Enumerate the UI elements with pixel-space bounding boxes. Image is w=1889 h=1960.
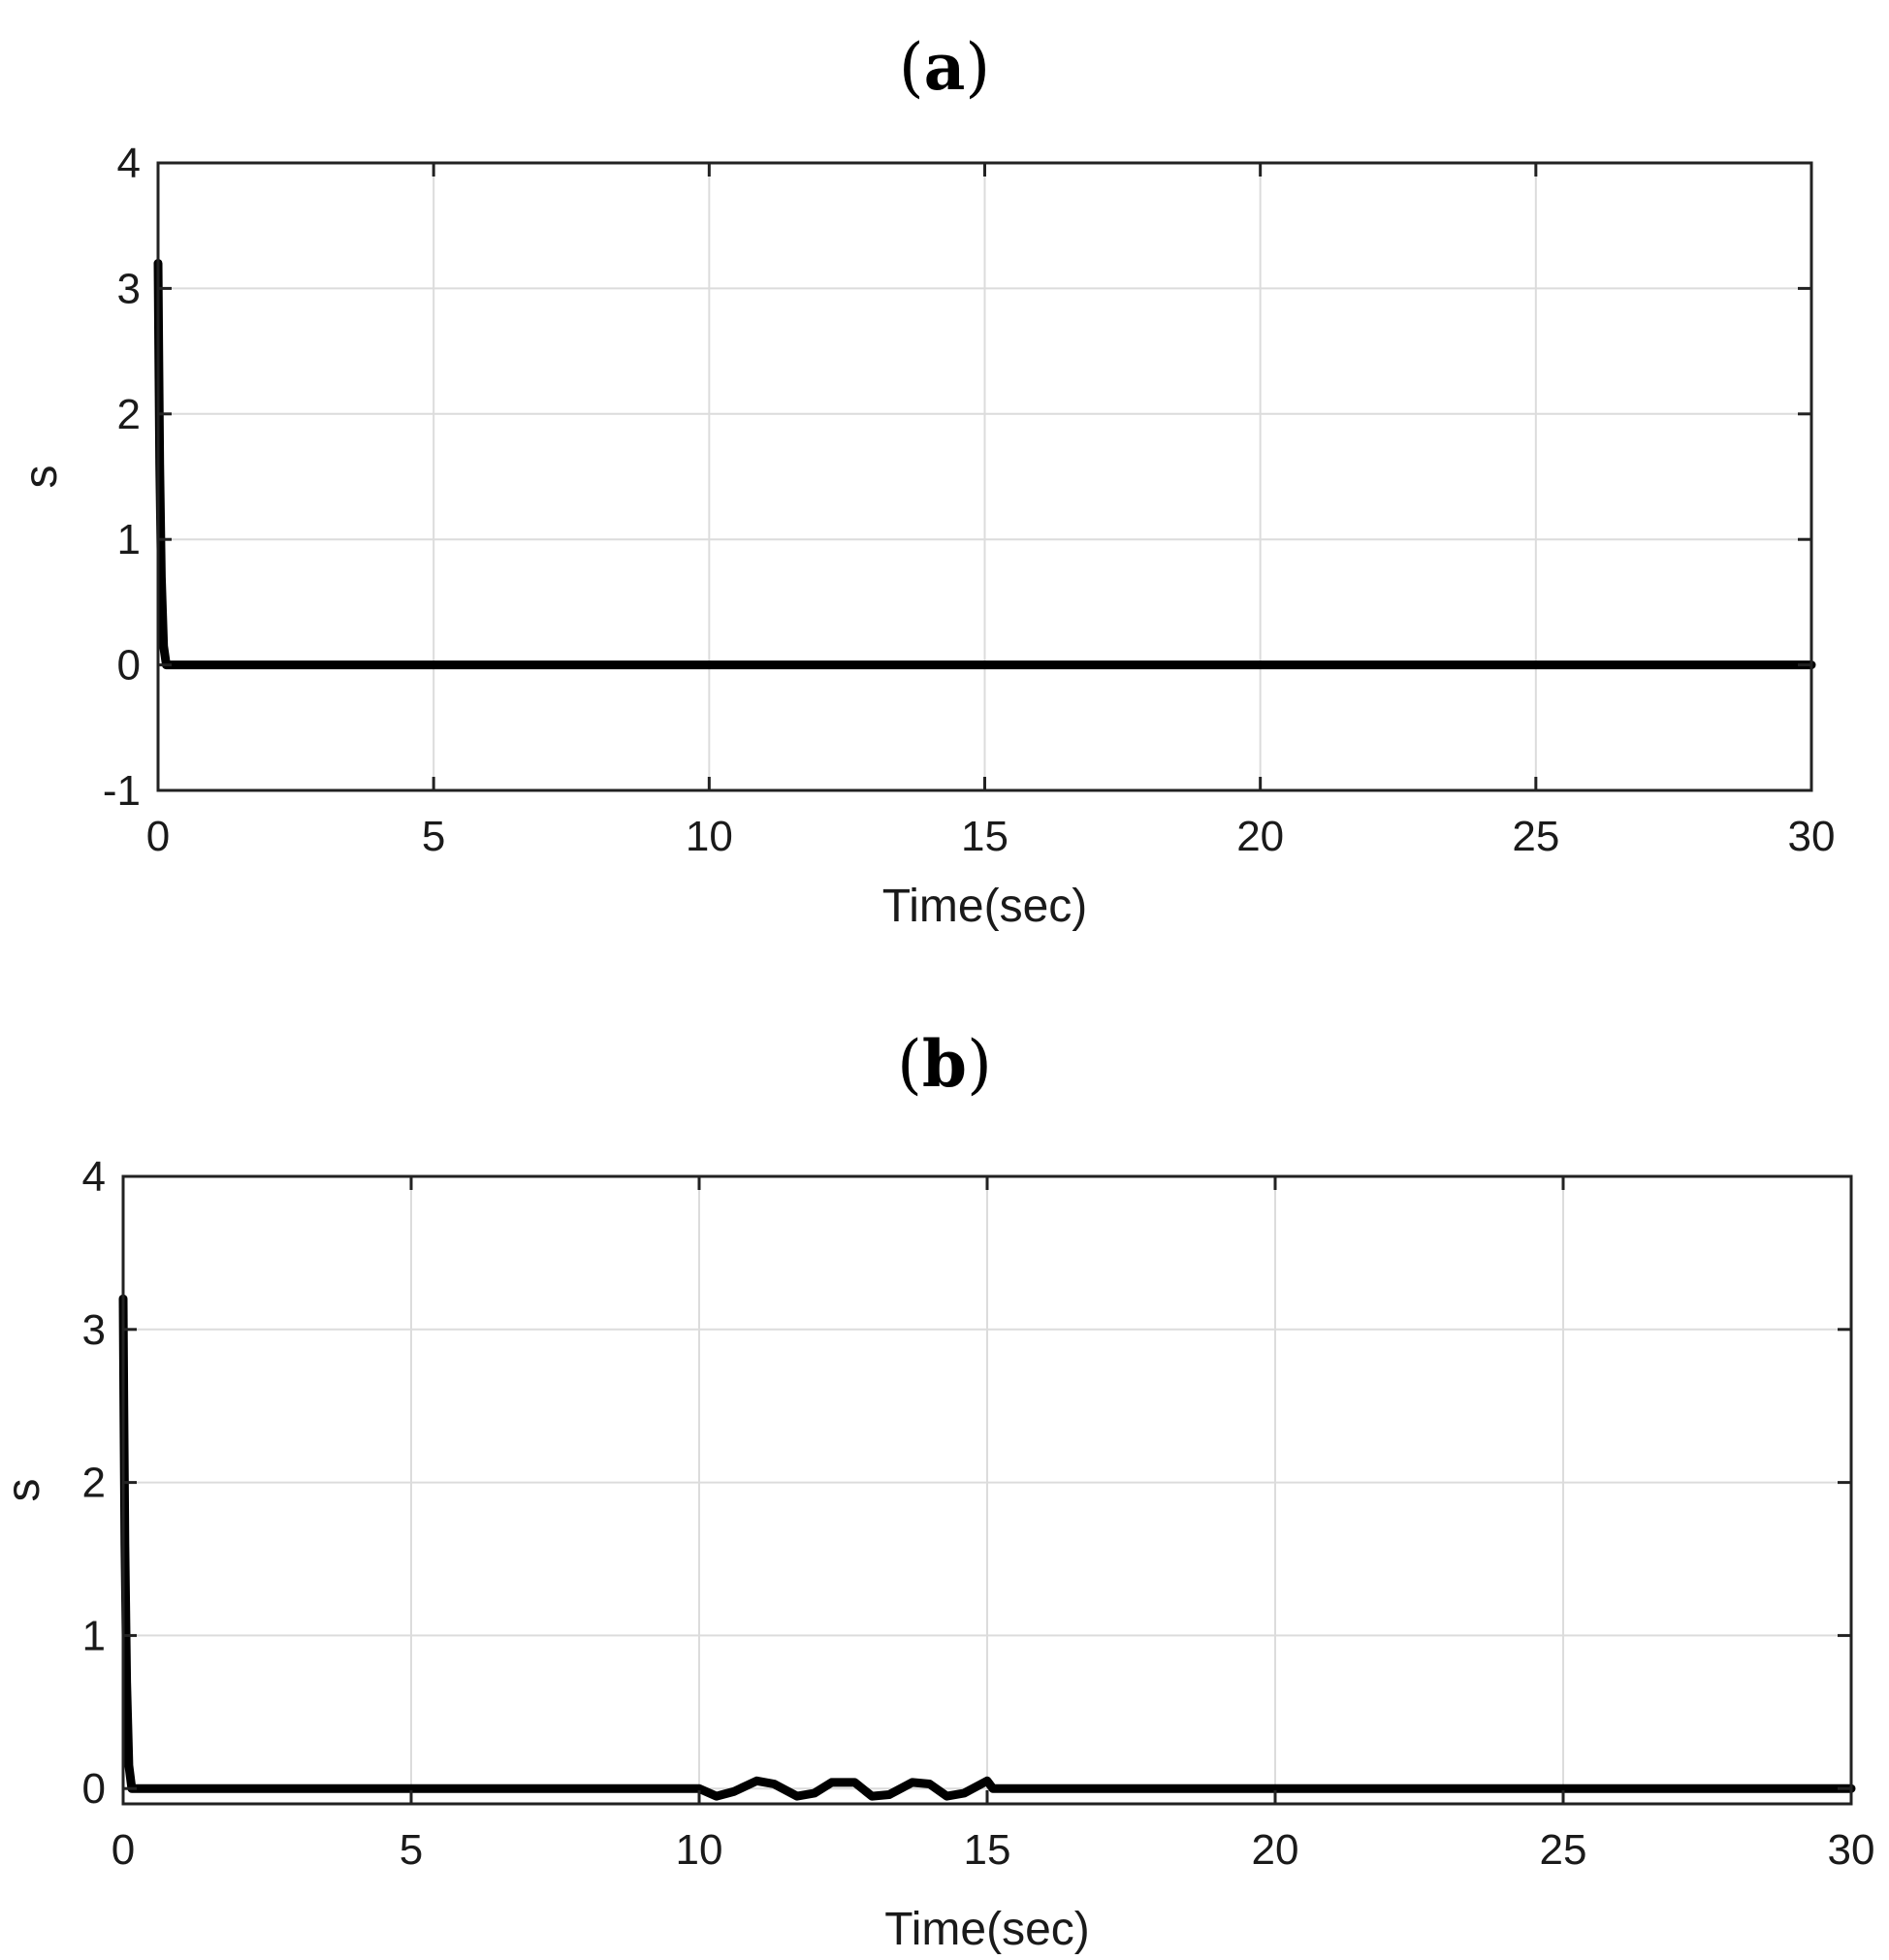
- panel-a-grid: [158, 163, 1811, 790]
- x-tick-label: 0: [146, 813, 170, 860]
- x-tick-label: 5: [422, 813, 445, 860]
- y-tick-label: 2: [117, 391, 141, 438]
- y-tick-label: 4: [82, 1153, 106, 1201]
- series-line: [153, 259, 1816, 670]
- panel-a-x-ticks: 0 5 10 15 20 25 30: [146, 163, 1836, 860]
- x-tick-label: 25: [1512, 813, 1559, 860]
- y-tick-label: 1: [82, 1612, 106, 1659]
- panel-a-y-axis-label: s: [16, 466, 67, 489]
- x-tick-label: 20: [1252, 1826, 1299, 1874]
- panel-b-x-ticks: 0 5 10 15 20 25 30: [112, 1176, 1875, 1874]
- panel-b-grid: [123, 1176, 1851, 1804]
- panel-b-open-paren: (: [897, 1027, 922, 1102]
- y-tick-label: 0: [117, 642, 141, 690]
- y-tick-label: 1: [117, 516, 141, 563]
- panel-a-title: (a): [899, 29, 990, 105]
- panel-b-series: [118, 1294, 1856, 1801]
- panel-a-close-paren: ): [965, 30, 990, 105]
- panel-a-open-paren: (: [899, 30, 924, 105]
- y-tick-label: 2: [82, 1460, 106, 1507]
- panel-b-y-ticks: 0 1 2 3 4: [82, 1153, 1851, 1813]
- x-tick-label: 10: [676, 1826, 723, 1874]
- panel-a-series: [153, 259, 1816, 670]
- x-tick-label: 20: [1236, 813, 1284, 860]
- x-tick-label: 30: [1828, 1826, 1875, 1874]
- x-tick-label: 25: [1540, 1826, 1587, 1874]
- x-tick-label: 0: [112, 1826, 135, 1874]
- chart-panel-b: (b) 0 5 10 15 20 25 30 0 1 2 3 4 Time(sec) s: [0, 1026, 1874, 1955]
- x-tick-label: 15: [964, 1826, 1011, 1874]
- y-tick-label: 0: [82, 1765, 106, 1813]
- x-tick-label: 30: [1788, 813, 1836, 860]
- panel-b-close-paren: ): [967, 1027, 992, 1102]
- y-tick-label: -1: [103, 767, 141, 815]
- x-tick-label: 10: [686, 813, 733, 860]
- panel-b-y-axis-label: s: [0, 1479, 49, 1502]
- y-tick-label: 4: [117, 140, 141, 187]
- x-tick-label: 15: [961, 813, 1009, 860]
- panel-b-letter: b: [922, 1026, 967, 1102]
- y-tick-label: 3: [117, 265, 141, 312]
- y-tick-label: 3: [82, 1306, 106, 1354]
- panel-a-y-ticks: -1 0 1 2 3 4: [103, 140, 1811, 815]
- panel-a-x-axis-label: Time(sec): [882, 881, 1088, 932]
- panel-b-title: (b): [897, 1026, 992, 1102]
- panel-b-x-axis-label: Time(sec): [884, 1904, 1090, 1955]
- panel-a-letter: a: [924, 29, 966, 105]
- series-line: [118, 1294, 1856, 1801]
- x-tick-label: 5: [400, 1826, 423, 1874]
